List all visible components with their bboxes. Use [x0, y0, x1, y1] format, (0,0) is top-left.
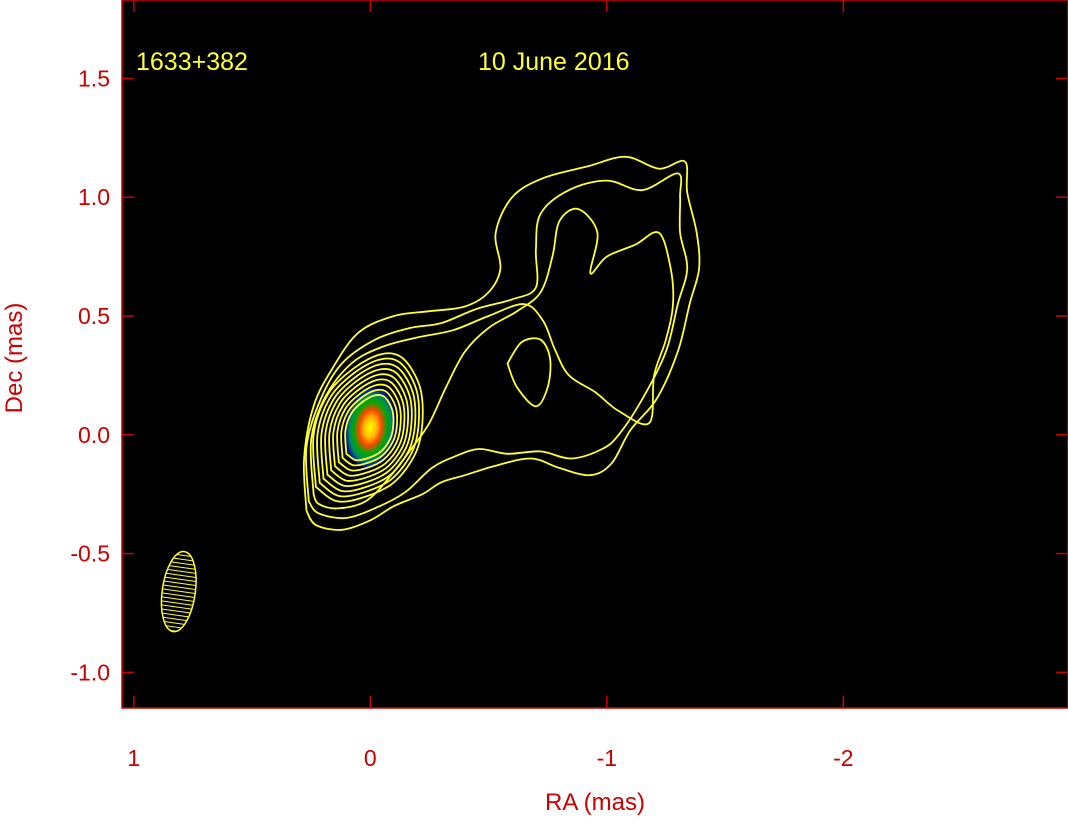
axis-ticks [122, 0, 1068, 708]
beam-hatch-line [163, 580, 197, 587]
beam-ellipse [160, 550, 197, 633]
core-color-blob [344, 387, 396, 468]
x-tick-label: 1 [127, 745, 140, 771]
beam-hatch-line [163, 584, 196, 591]
beam-hatch-line [164, 620, 185, 625]
beam-hatch-line [169, 629, 177, 632]
date-label: 10 June 2016 [478, 48, 630, 76]
beam-hatch-line [161, 600, 193, 606]
y-tick-label: 1.5 [78, 65, 110, 91]
beam-hatch-line [161, 604, 192, 610]
contour-line-core-1 [312, 352, 424, 503]
contour-line-core-3 [320, 362, 417, 493]
beam-hatch-line [165, 625, 182, 629]
plot-area [122, 0, 1068, 708]
y-tick-label: -0.5 [70, 541, 110, 567]
contour-lines [302, 155, 701, 531]
beam-hatch-line [169, 565, 196, 570]
x-axis-title: RA (mas) [545, 789, 645, 816]
beam-hatch-line [176, 554, 192, 558]
beam-hatch-line [170, 561, 195, 566]
beam-group [160, 550, 197, 633]
tick-labels: 1 0 -1 -2 1.5 1.0 0.5 0.0 -0.5 -1.0 [70, 65, 853, 771]
beam-hatch-line [173, 557, 194, 562]
y-axis-title: Dec (mas) [1, 303, 28, 414]
contour-line-core-9 [344, 393, 395, 462]
contour-line-core-2 [316, 357, 420, 498]
core-emission [344, 387, 396, 468]
x-tick-label: -2 [833, 745, 853, 771]
contour-line-4 [506, 337, 552, 408]
beam-hatch-line [162, 612, 189, 618]
y-tick-label: 1.0 [78, 184, 110, 210]
contour-line-core-6 [332, 378, 406, 477]
beam-hatch-line [164, 576, 197, 583]
y-tick-label: 0.5 [78, 303, 110, 329]
beam-outline [160, 550, 197, 633]
source-label: 1633+382 [136, 48, 248, 76]
beam-hatch-line [161, 592, 195, 598]
contour-line-core-8 [340, 388, 399, 467]
beam-hatch-line [161, 596, 194, 602]
beam-hatch-line [162, 616, 187, 622]
contour-line-core-7 [336, 383, 402, 472]
beam-hatch-line [161, 608, 191, 614]
y-tick-label: -1.0 [70, 659, 110, 685]
contour-line-core-5 [328, 373, 410, 482]
contour-line-2 [305, 172, 689, 520]
contour-line-1 [302, 155, 701, 531]
y-tick-label: 0.0 [78, 422, 110, 448]
x-tick-label: 0 [364, 745, 377, 771]
contour-line-core-4 [324, 368, 413, 488]
beam-hatch-line [162, 588, 196, 594]
contour-line-3 [309, 207, 675, 510]
x-tick-label: -1 [597, 745, 617, 771]
plot-frame [121, 0, 1068, 709]
beam-hatch-line [167, 568, 196, 574]
beam-hatch-line [165, 572, 197, 578]
